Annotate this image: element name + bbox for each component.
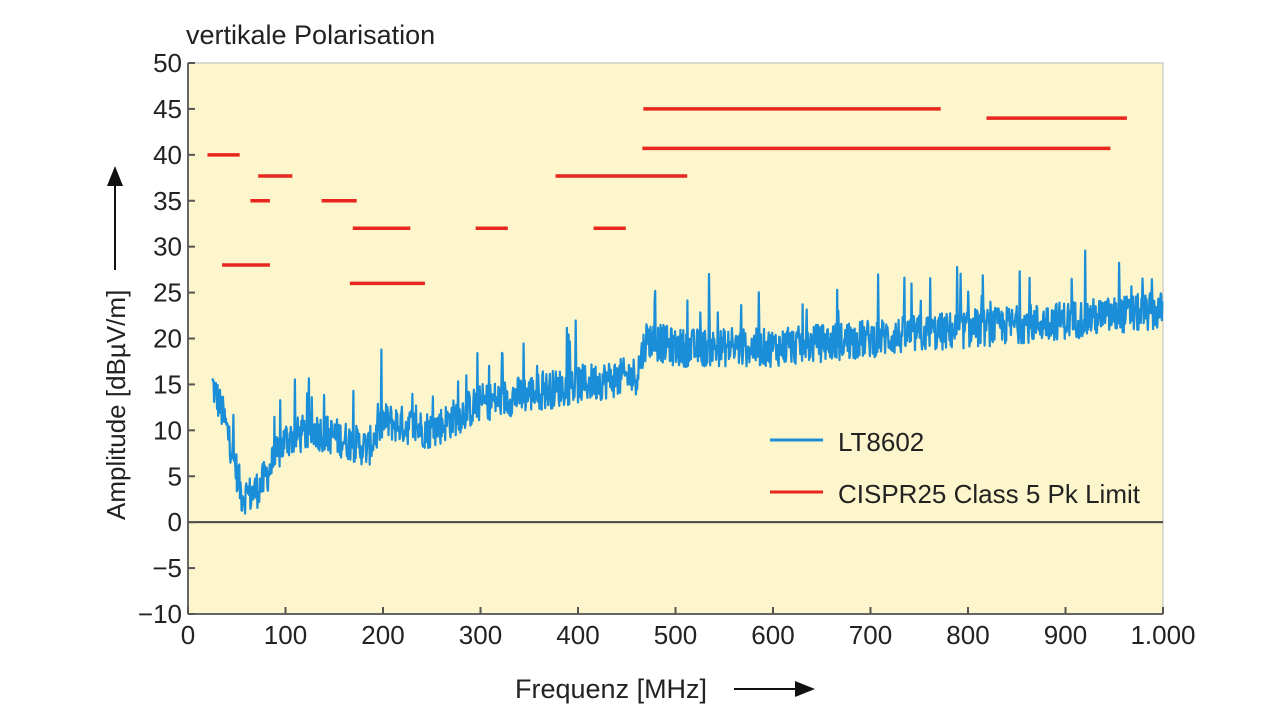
x-tick-label: 900 bbox=[1044, 620, 1087, 650]
legend: LT8602 CISPR25 Class 5 Pk Limit bbox=[770, 427, 1141, 509]
y-tick-label: 25 bbox=[153, 278, 182, 308]
x-tick-label: 700 bbox=[849, 620, 892, 650]
x-tick-label: 0 bbox=[181, 620, 195, 650]
y-tick-label: 30 bbox=[153, 232, 182, 262]
x-tick-label: 500 bbox=[654, 620, 697, 650]
y-axis-title: Amplitude [dBµV/m] bbox=[101, 290, 131, 520]
y-tick-label: 45 bbox=[153, 94, 182, 124]
legend-label-lt8602: LT8602 bbox=[838, 427, 924, 457]
x-axis-label: Frequenz [MHz] bbox=[515, 674, 815, 704]
y-tick-label: 40 bbox=[153, 140, 182, 170]
x-tick-label: 200 bbox=[361, 620, 404, 650]
legend-label-limit: CISPR25 Class 5 Pk Limit bbox=[838, 479, 1141, 509]
lt8602-line bbox=[211, 249, 1164, 515]
x-tick-label: 100 bbox=[264, 620, 307, 650]
x-axis-arrow-icon bbox=[795, 681, 815, 697]
y-tick-label: 5 bbox=[168, 461, 182, 491]
y-tick-label: 20 bbox=[153, 324, 182, 354]
x-tick-label: 400 bbox=[556, 620, 599, 650]
x-axis-title: Frequenz [MHz] bbox=[515, 674, 707, 704]
limit-series bbox=[207, 107, 1127, 286]
x-tick-label: 1.000 bbox=[1130, 620, 1195, 650]
x-tick-label: 800 bbox=[946, 620, 989, 650]
y-tick-label: −10 bbox=[138, 599, 182, 629]
y-tick-label: −5 bbox=[152, 553, 182, 583]
y-tick-label: 15 bbox=[153, 369, 182, 399]
x-tick-label: 300 bbox=[459, 620, 502, 650]
y-tick-label: 10 bbox=[153, 415, 182, 445]
y-tick-label: 50 bbox=[153, 48, 182, 78]
y-tick-label: 35 bbox=[153, 186, 182, 216]
chart-title: vertikale Polarisation bbox=[186, 20, 435, 50]
y-axis-arrow-icon bbox=[107, 166, 123, 186]
y-tick-label: 0 bbox=[168, 507, 182, 537]
x-tick-label: 600 bbox=[751, 620, 794, 650]
y-axis-label: Amplitude [dBµV/m] bbox=[101, 166, 131, 520]
measurement-series bbox=[211, 249, 1164, 515]
